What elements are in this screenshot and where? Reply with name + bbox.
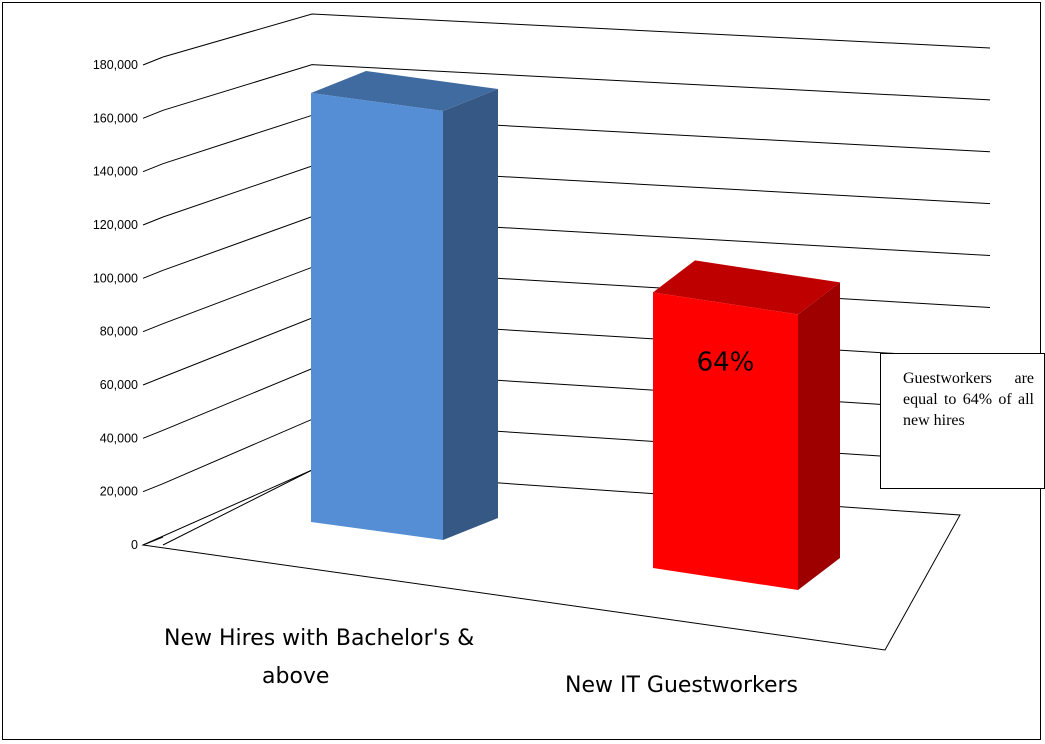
gridline xyxy=(162,64,991,111)
gridline xyxy=(162,317,991,378)
tick-mark xyxy=(142,109,164,119)
bar-0 xyxy=(311,71,498,540)
y-tick-label: 160,000 xyxy=(93,111,138,125)
gridline xyxy=(162,266,991,325)
floor-edge xyxy=(162,469,313,546)
x-category-label: New IT Guestworkers xyxy=(565,673,798,698)
tick-mark xyxy=(142,216,164,226)
tick-mark xyxy=(142,429,164,439)
bar-side-face xyxy=(798,282,840,590)
annotation-callout: Guestworkers are equal to 64% of all new… xyxy=(880,353,1045,489)
x-category-label: above xyxy=(262,664,329,689)
bar-front-face xyxy=(311,93,443,540)
y-tick-label: 20,000 xyxy=(100,485,138,499)
tick-mark xyxy=(142,269,164,279)
floor-plane xyxy=(141,469,961,651)
y-tick-label: 0 xyxy=(131,538,138,552)
y-tick-label: 80,000 xyxy=(100,325,138,339)
gridline xyxy=(162,418,991,485)
bar-side-face xyxy=(443,89,498,540)
y-tick-label: 100,000 xyxy=(93,271,138,285)
tick-mark xyxy=(142,163,164,173)
y-tick-label: 120,000 xyxy=(93,218,138,232)
bar-data-label: 64% xyxy=(697,347,755,377)
gridline xyxy=(162,165,991,218)
gridline xyxy=(162,114,991,165)
y-tick-label: 180,000 xyxy=(93,58,138,72)
tick-mark xyxy=(142,536,164,546)
tick-mark xyxy=(142,323,164,333)
tick-mark xyxy=(142,483,164,493)
tick-mark xyxy=(142,376,164,386)
annotation-text: Guestworkers are equal to 64% of all new… xyxy=(903,370,1034,429)
bar-1: 64% xyxy=(653,260,840,590)
x-category-label: New Hires with Bachelor's & xyxy=(164,626,474,651)
y-tick-label: 140,000 xyxy=(93,165,138,179)
gridline xyxy=(162,216,991,271)
bar-top-face xyxy=(311,71,498,111)
bar-top-face xyxy=(653,260,840,315)
y-tick-label: 40,000 xyxy=(100,431,138,445)
gridline xyxy=(162,368,991,431)
y-tick-label: 60,000 xyxy=(100,378,138,392)
gridline xyxy=(162,13,991,58)
tick-mark xyxy=(142,56,164,66)
bar-front-face xyxy=(653,292,798,590)
